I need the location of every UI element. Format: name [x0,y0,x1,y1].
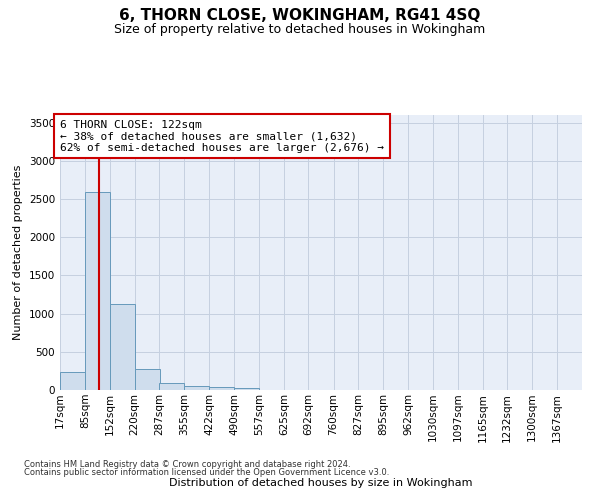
Bar [184,386,209,390]
Bar [209,387,234,390]
Text: Size of property relative to detached houses in Wokingham: Size of property relative to detached ho… [115,22,485,36]
Y-axis label: Number of detached properties: Number of detached properties [13,165,23,340]
Bar [135,369,160,390]
Text: Distribution of detached houses by size in Wokingham: Distribution of detached houses by size … [169,478,473,488]
Bar [160,382,184,390]
Bar [110,304,135,390]
Text: Contains HM Land Registry data © Crown copyright and database right 2024.: Contains HM Land Registry data © Crown c… [24,460,350,469]
Text: 6 THORN CLOSE: 122sqm
← 38% of detached houses are smaller (1,632)
62% of semi-d: 6 THORN CLOSE: 122sqm ← 38% of detached … [60,120,384,153]
Text: Contains public sector information licensed under the Open Government Licence v3: Contains public sector information licen… [24,468,389,477]
Bar [60,372,85,390]
Text: 6, THORN CLOSE, WOKINGHAM, RG41 4SQ: 6, THORN CLOSE, WOKINGHAM, RG41 4SQ [119,8,481,22]
Bar [234,388,259,390]
Bar [85,192,110,390]
